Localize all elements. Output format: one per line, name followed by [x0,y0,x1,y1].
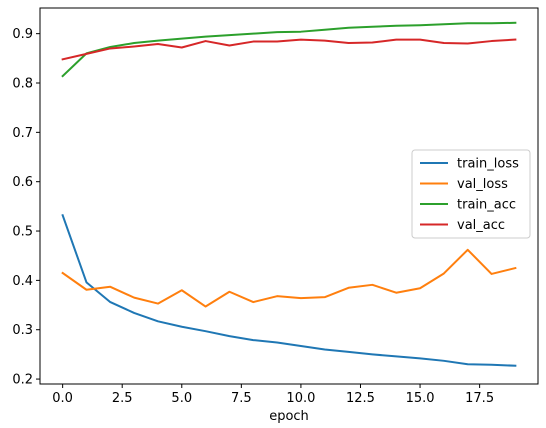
y-axis: 0.2 0.3 0.4 0.5 0.6 0.7 0.8 0.9 [12,27,40,388]
x-tick-label: 12.5 [346,391,375,406]
y-tick-label: 0.9 [12,27,33,42]
legend: train_loss val_loss train_acc val_acc [411,149,531,239]
y-tick-label: 0.4 [12,274,33,289]
x-tick-label: 0.0 [52,391,73,406]
x-tick-label: 17.5 [465,391,494,406]
plot-frame [39,7,539,385]
series-layer [61,21,517,367]
y-tick-label: 0.6 [12,175,33,190]
y-tick-label: 0.5 [12,225,33,240]
x-axis: 0.0 2.5 5.0 7.5 10.0 12.5 15.0 17.5 [52,384,494,406]
legend-label-train-loss: train_loss [457,157,519,172]
y-tick-label: 0.3 [12,323,33,338]
x-tick-label: 15.0 [406,391,435,406]
series-line-val-acc [61,38,517,61]
legend-label-val-loss: val_loss [457,177,508,192]
legend-label-val-acc: val_acc [457,218,505,233]
y-tick-label: 0.8 [12,77,33,92]
x-axis-label: epoch [269,409,309,424]
legend-frame [411,149,531,239]
x-tick-label: 7.5 [231,391,252,406]
y-tick-label: 0.7 [12,126,33,141]
series-line-train-loss [61,213,517,367]
legend-label-train-acc: train_acc [457,198,516,213]
series-line-train-acc [61,21,517,78]
x-tick-label: 2.5 [112,391,133,406]
x-tick-label: 5.0 [171,391,192,406]
y-tick-label: 0.2 [12,373,33,388]
x-tick-label: 10.0 [286,391,315,406]
series-line-val-loss [61,248,517,308]
